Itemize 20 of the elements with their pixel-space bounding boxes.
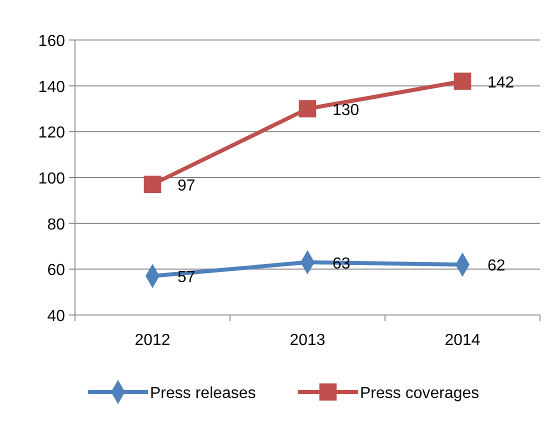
y-tick-label: 140 <box>38 78 66 96</box>
data-label: 130 <box>332 102 360 119</box>
data-label: 97 <box>178 177 196 194</box>
y-tick-label: 40 <box>47 308 66 325</box>
data-label: 63 <box>332 255 350 272</box>
x-tick-label: 2014 <box>444 332 480 349</box>
point <box>144 176 162 194</box>
point <box>298 100 316 118</box>
legend-label: Press coverages <box>360 385 480 402</box>
y-tick-label: 100 <box>38 170 66 188</box>
y-tick-label: 60 <box>47 262 66 280</box>
x-tick-label: 2013 <box>290 332 326 349</box>
data-label: 142 <box>488 74 514 92</box>
y-tick-label: 120 <box>38 124 66 142</box>
legend-label: Press releases <box>150 385 256 402</box>
y-tick-label: 80 <box>47 216 66 234</box>
data-label: 62 <box>488 258 506 275</box>
y-tick-label: 160 <box>38 33 66 50</box>
x-tick-label: 2012 <box>134 332 170 349</box>
point <box>454 72 472 90</box>
